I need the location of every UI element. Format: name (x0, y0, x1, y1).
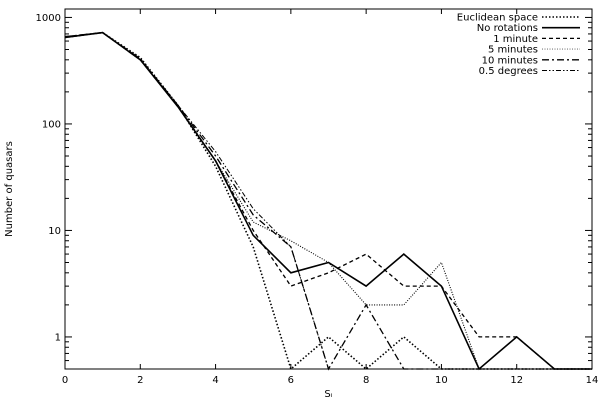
series-line-1 (64, 31, 592, 371)
x-tick-label: 2 (137, 375, 143, 386)
x-tick-label: 4 (212, 375, 218, 386)
x-tick-label: 6 (288, 375, 294, 386)
x-tick-label: 10 (435, 375, 448, 386)
legend-label: 5 minutes (488, 45, 538, 56)
axis-ticks: 0 2 4 6 8 10 12 14 1 10 100 1000 (36, 9, 599, 386)
series-line-5 (64, 32, 592, 370)
x-tick-label: 8 (363, 375, 369, 386)
y-tick-label: 100 (42, 119, 61, 130)
legend-label: 0.5 degrees (479, 66, 538, 77)
series-line-4 (64, 31, 592, 371)
x-tick-label: 12 (510, 375, 523, 386)
x-tick-label: 0 (62, 375, 68, 386)
y-tick-label: 1000 (36, 13, 61, 24)
x-tick-label: 14 (586, 375, 599, 386)
legend-label: No rotations (477, 23, 538, 34)
series-lines (64, 31, 592, 371)
series-line-0 (64, 31, 592, 371)
x-axis-label: Sᵢ (324, 389, 332, 400)
legend-label: Euclidean space (457, 13, 538, 24)
legend-label: 1 minute (493, 34, 538, 45)
y-axis-label: Number of quasars (4, 141, 15, 237)
series-line-2 (64, 31, 592, 370)
series-line-3 (64, 32, 592, 370)
legend-label: 10 minutes (482, 55, 538, 66)
y-tick-label: 1 (55, 332, 61, 343)
y-tick-label: 10 (48, 226, 61, 237)
